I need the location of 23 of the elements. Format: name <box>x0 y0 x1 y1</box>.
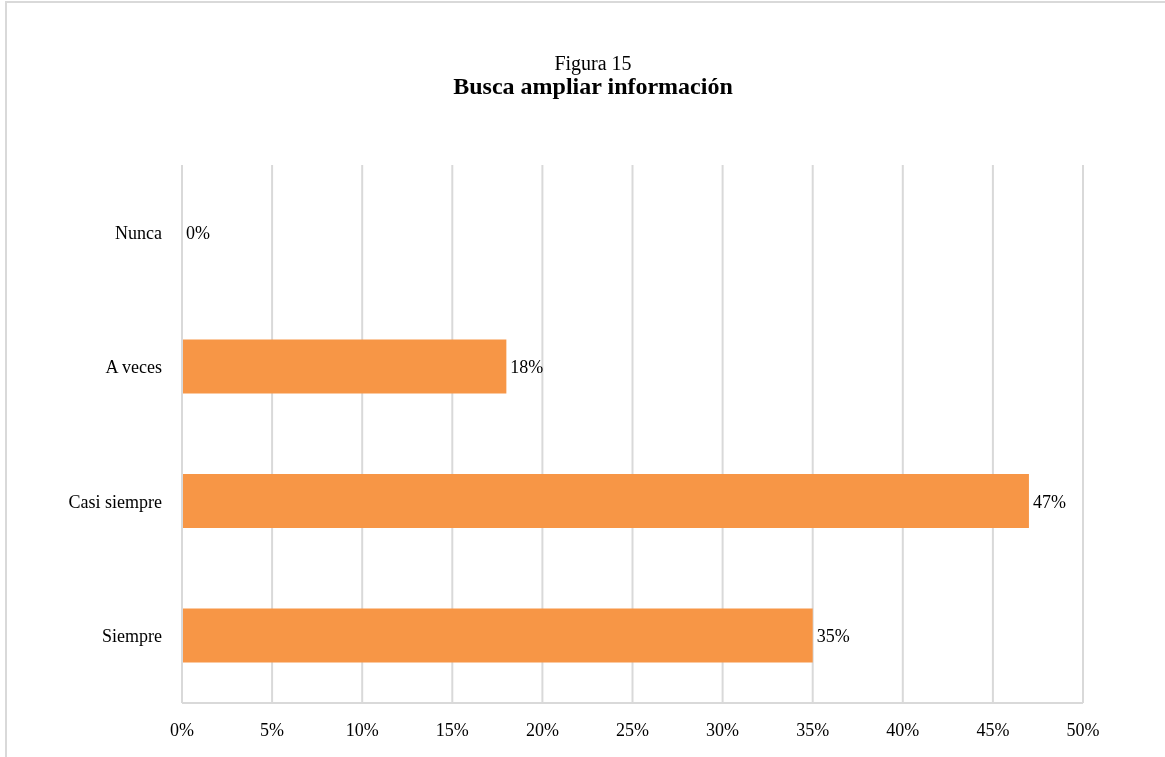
x-tick-label: 5% <box>260 719 285 740</box>
x-tick-label: 25% <box>616 719 649 740</box>
x-tick-label: 0% <box>170 719 194 740</box>
x-tick-label: 45% <box>976 719 1010 740</box>
data-label: 47% <box>1032 491 1066 512</box>
data-label: 35% <box>816 626 850 647</box>
x-tick-label: 10% <box>345 719 379 740</box>
bar <box>182 608 813 663</box>
x-tick-label: 15% <box>435 719 469 740</box>
x-tick-label: 20% <box>525 719 559 740</box>
x-tick-label: 35% <box>796 719 830 740</box>
y-tick-label: Siempre <box>102 626 162 647</box>
y-tick-label: Casi siempre <box>68 491 163 512</box>
y-tick-label: Nunca <box>115 222 162 243</box>
data-label: 0% <box>186 222 210 243</box>
y-tick-label: A veces <box>105 357 162 378</box>
bar <box>182 474 1029 528</box>
x-tick-label: 50% <box>1066 719 1100 740</box>
data-label: 18% <box>510 357 544 378</box>
x-tick-label: 40% <box>886 719 920 740</box>
chart-title: Figura 15 <box>553 52 633 74</box>
x-tick-label: 30% <box>706 719 740 740</box>
bar <box>182 339 507 394</box>
